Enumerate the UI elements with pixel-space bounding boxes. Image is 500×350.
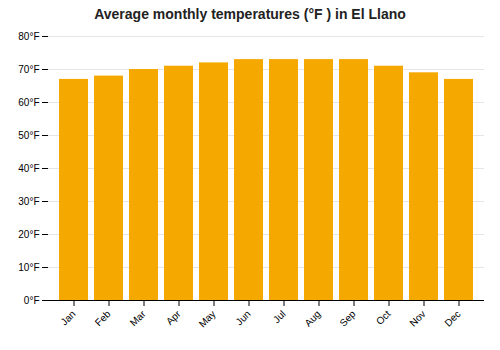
svg-text:30°F: 30°F	[18, 196, 39, 207]
svg-text:Aug: Aug	[302, 308, 322, 328]
svg-text:Dec: Dec	[442, 308, 462, 328]
svg-text:50°F: 50°F	[18, 130, 39, 141]
svg-text:0°F: 0°F	[24, 295, 40, 306]
svg-text:70°F: 70°F	[18, 64, 39, 75]
svg-text:40°F: 40°F	[18, 163, 39, 174]
svg-text:80°F: 80°F	[18, 31, 39, 42]
svg-text:Apr: Apr	[164, 308, 183, 327]
svg-text:Jul: Jul	[271, 308, 288, 325]
svg-text:Sep: Sep	[337, 308, 358, 329]
svg-text:Feb: Feb	[93, 308, 113, 328]
svg-text:20°F: 20°F	[18, 229, 39, 240]
svg-text:May: May	[197, 308, 218, 329]
svg-text:60°F: 60°F	[18, 97, 39, 108]
svg-text:Nov: Nov	[407, 308, 427, 328]
svg-text:10°F: 10°F	[18, 262, 39, 273]
svg-text:Mar: Mar	[128, 308, 148, 328]
html-text:Average monthly temperatures (: Average monthly temperatures (°F ) in El…	[94, 6, 406, 22]
svg-text:Oct: Oct	[374, 308, 393, 327]
svg-text:Jan: Jan	[58, 308, 77, 327]
svg-text:Jun: Jun	[233, 308, 252, 327]
